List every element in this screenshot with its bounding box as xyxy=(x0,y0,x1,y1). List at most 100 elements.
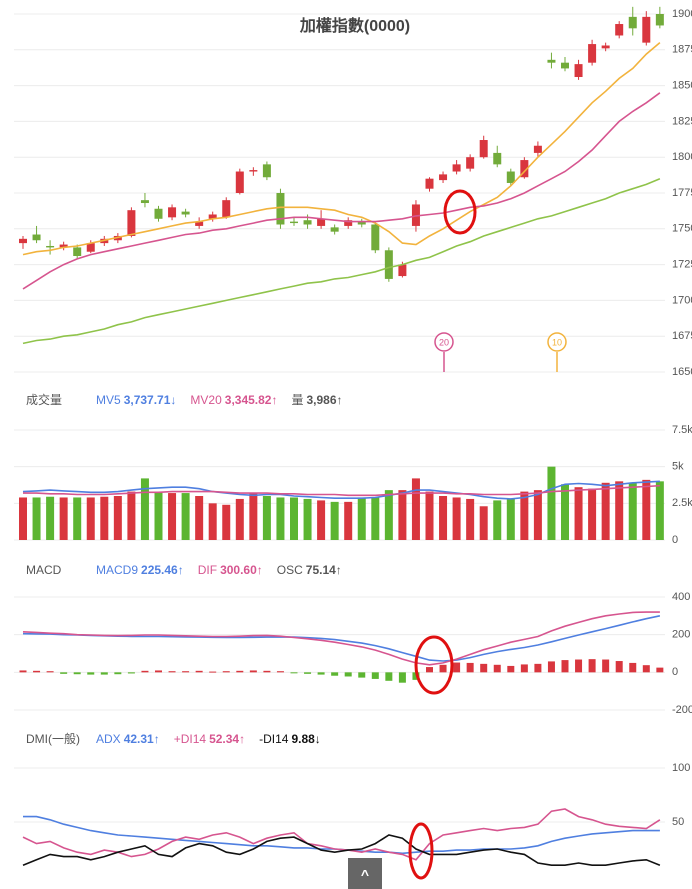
candle-body xyxy=(235,171,244,193)
candle-body xyxy=(466,157,475,169)
candle-body xyxy=(222,200,231,218)
bar xyxy=(575,659,583,673)
bar xyxy=(73,672,81,675)
bar xyxy=(385,672,393,681)
bar xyxy=(46,496,55,540)
candle-body xyxy=(46,245,55,248)
panel xyxy=(19,611,664,683)
candle-body xyxy=(276,193,285,225)
candle-body xyxy=(195,221,204,226)
legend-value: 300.60↑ xyxy=(220,563,263,577)
highlight-circle xyxy=(408,822,434,880)
marker-label: 20 xyxy=(439,337,449,347)
bar xyxy=(533,490,542,540)
legend-label: -DI14 xyxy=(259,732,289,746)
bar xyxy=(59,497,68,540)
bar xyxy=(615,481,624,540)
candle-body xyxy=(317,218,326,226)
bar xyxy=(276,497,285,540)
bar xyxy=(344,501,353,540)
y-tick-label: 2.5k xyxy=(672,497,692,509)
bar xyxy=(19,497,27,540)
y-tick-label: 1850 xyxy=(672,80,692,92)
bar xyxy=(168,493,177,540)
bar xyxy=(141,670,149,673)
bar xyxy=(371,672,379,679)
series-line xyxy=(22,834,661,866)
bar xyxy=(317,500,326,540)
bar xyxy=(140,478,149,540)
bar xyxy=(249,670,257,673)
candle-body xyxy=(452,164,461,172)
highlight-circle xyxy=(443,189,477,235)
bar xyxy=(534,663,542,673)
y-tick-label: 1825 xyxy=(672,115,692,127)
y-tick-label: 0 xyxy=(672,534,678,546)
legend-value: 225.46↑ xyxy=(141,563,184,577)
legend-label: +DI14 xyxy=(174,732,207,746)
legend-value: 3,737.71↓ xyxy=(124,393,177,407)
legend-label: MACD9 xyxy=(96,563,138,577)
candle-body xyxy=(59,244,68,248)
candle-body xyxy=(127,210,136,236)
bar xyxy=(588,659,596,673)
bar xyxy=(154,491,163,540)
candle-body xyxy=(384,250,393,279)
button-bg[interactable] xyxy=(348,858,382,889)
candle-body xyxy=(357,221,366,225)
bar xyxy=(425,491,434,540)
series-line xyxy=(22,92,661,290)
bar xyxy=(602,659,610,673)
panel xyxy=(22,808,661,866)
marker xyxy=(434,332,454,352)
bar xyxy=(127,672,135,674)
y-tick-label: 1675 xyxy=(672,330,692,342)
bar xyxy=(507,665,515,673)
bar xyxy=(262,496,271,540)
marker xyxy=(547,332,567,352)
bar xyxy=(357,497,366,540)
legend-value: 3,986↑ xyxy=(307,393,343,407)
bar xyxy=(466,662,474,673)
y-tick-label: 200 xyxy=(672,629,690,641)
series-line xyxy=(22,480,660,500)
legend-value: 3,345.82↑ xyxy=(225,393,278,407)
bar xyxy=(384,490,393,540)
bar xyxy=(32,497,41,540)
bar xyxy=(155,670,162,673)
bar xyxy=(480,663,488,673)
button-label[interactable]: ^ xyxy=(361,867,369,883)
bar xyxy=(86,497,95,540)
bar xyxy=(114,672,122,675)
bar xyxy=(452,497,461,540)
bar xyxy=(236,670,244,673)
bar xyxy=(628,482,637,540)
bar xyxy=(290,672,298,674)
bar xyxy=(195,670,203,673)
candle-body xyxy=(425,178,434,189)
bar xyxy=(181,493,190,540)
legend-value: 75.14↑ xyxy=(306,563,342,577)
candle-body xyxy=(398,264,407,277)
series-line xyxy=(22,615,661,662)
legend-label: MV5 xyxy=(96,393,121,407)
bar xyxy=(344,672,352,677)
y-tick-label: 1875 xyxy=(672,44,692,56)
bar xyxy=(263,670,271,673)
bar xyxy=(276,671,284,673)
bar xyxy=(222,504,231,540)
candle-body xyxy=(520,160,529,178)
bar xyxy=(19,670,27,673)
bar xyxy=(642,665,650,673)
series-line xyxy=(22,41,661,256)
layers: 1650 1675 1700 1725 1750 1775 1800 1825 1850 1875… xyxy=(14,6,692,866)
bar xyxy=(249,493,258,540)
bar xyxy=(656,667,664,673)
bar xyxy=(222,671,230,673)
legend-value: 42.31↑ xyxy=(124,732,160,746)
bar xyxy=(33,670,41,673)
scroll-button[interactable]: ^ xyxy=(348,858,382,889)
bar xyxy=(547,466,556,540)
bar xyxy=(493,664,501,673)
